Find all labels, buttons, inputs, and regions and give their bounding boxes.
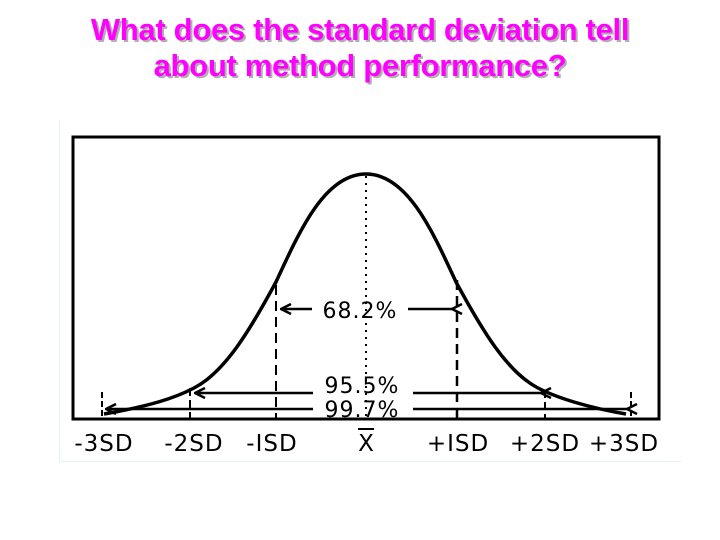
axis-label-plus-3sd: +3SD: [589, 431, 659, 457]
slide-title-line-1: What does the standard deviation tell: [90, 12, 630, 47]
axis-label-mean: X: [358, 431, 374, 457]
axis-label-plus-2sd: +2SD: [510, 431, 580, 457]
bell-curve: [103, 172, 627, 416]
axis-label-minus-1sd: -ISD: [246, 431, 297, 457]
figure-frame: [59, 120, 681, 462]
axis-labels: -3SD -2SD -ISD X +ISD +2SD +3SD: [74, 428, 659, 457]
slide-title-line-2: about method performance?: [153, 48, 567, 83]
pct-2sd-label: 95.5%: [325, 374, 400, 399]
axis-label-minus-2sd: -2SD: [164, 431, 223, 457]
pct-3sd-label: 99.7%: [325, 398, 400, 423]
plot-box: [71, 135, 661, 421]
slide-title: What does the standard deviation tell ab…: [0, 12, 720, 84]
axis-label-minus-3sd: -3SD: [74, 431, 133, 457]
axis-label-plus-1sd: +ISD: [427, 431, 489, 457]
pct-1sd-label: 68.2%: [323, 299, 398, 324]
